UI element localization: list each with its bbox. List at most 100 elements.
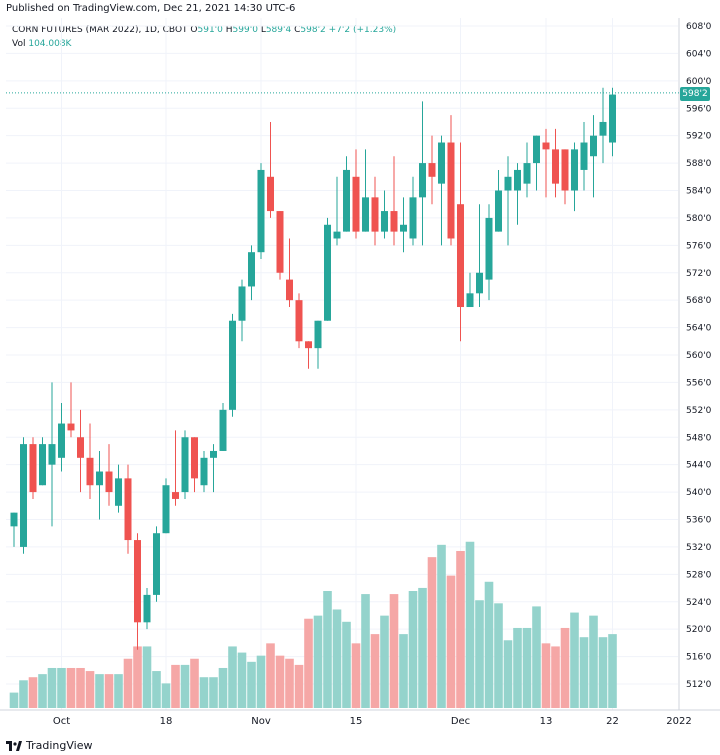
volume-bar [313, 615, 323, 708]
volume-bar [389, 594, 399, 708]
y-tick-label: 564'0 [686, 324, 712, 334]
candle-body [10, 512, 18, 527]
y-tick-label: 516'0 [686, 653, 712, 663]
volume-bar [503, 640, 513, 708]
y-tick-label: 540'0 [686, 488, 712, 498]
volume-bar [9, 692, 19, 708]
candle-body [210, 450, 217, 458]
candle-body [542, 142, 550, 150]
volume-bar [513, 627, 522, 708]
candle-body [191, 437, 198, 479]
y-tick-label: 596'0 [686, 104, 712, 114]
volume-bar [161, 683, 171, 708]
candle-body [580, 142, 588, 170]
legend-high: 599'0 [232, 25, 258, 35]
volume-bar [608, 634, 617, 708]
candle-body [390, 211, 398, 232]
y-tick-label: 528'0 [686, 570, 712, 580]
candle-body [295, 300, 303, 342]
candle-body [29, 444, 37, 493]
candle-body [371, 197, 379, 232]
x-tick-label: 18 [160, 716, 173, 727]
volume-bar [484, 581, 494, 708]
candle-body [447, 142, 455, 239]
volume-bar [28, 677, 38, 708]
volume-bar [256, 655, 266, 708]
candle-body [172, 492, 179, 499]
volume-bar [408, 591, 418, 708]
candle-body [457, 204, 464, 308]
volume-bar [532, 606, 541, 708]
candle-body [523, 163, 531, 184]
candle-body [143, 594, 151, 623]
x-tick-label: 22 [606, 716, 619, 727]
volume-bar [304, 618, 313, 708]
candle-body [552, 149, 559, 184]
volume-bar [399, 634, 408, 708]
volume-bar [351, 643, 361, 708]
volume-bar [57, 667, 66, 708]
x-tick-label: 2022 [666, 716, 691, 727]
legend-symbol: CORN FUTURES (MAR 2022), 1D, CBOT [12, 25, 188, 35]
candle-body [115, 478, 122, 506]
volume-bar [104, 674, 114, 708]
candle-body [333, 231, 341, 239]
volume-bar [285, 658, 294, 708]
volume-bar [370, 634, 380, 708]
volume-bar [275, 655, 285, 708]
volume-bar [475, 600, 484, 708]
y-tick-label: 584'0 [686, 187, 712, 197]
x-tick-label: Oct [53, 716, 70, 727]
candle-body [200, 457, 208, 486]
volume-bar [19, 680, 28, 708]
y-tick-label: 544'0 [686, 461, 712, 471]
volume-bar [598, 637, 608, 708]
candle-body [181, 437, 189, 493]
candle-body [324, 224, 331, 321]
candle-body [419, 163, 426, 198]
candle-body [39, 444, 46, 486]
candle-body [20, 444, 27, 547]
candle-body [58, 423, 65, 458]
volume-bar [560, 627, 570, 708]
volume-bar [114, 674, 123, 708]
chart-legend: CORN FUTURES (MAR 2022), 1D, CBOT O591'0… [12, 23, 396, 51]
volume-bar [142, 646, 152, 708]
volume-bar [47, 667, 57, 708]
tradingview-brand[interactable]: TradingView [6, 739, 92, 752]
legend-close: 598'2 [300, 25, 326, 35]
candle-body [485, 217, 493, 280]
legend-vol-value: 104.008K [28, 39, 72, 49]
y-tick-label: 580'0 [686, 214, 712, 224]
candle-body [257, 169, 265, 253]
volume-bar [494, 603, 503, 708]
volume-bar [541, 643, 551, 708]
legend-open: 591'0 [197, 25, 223, 35]
x-tick-label: 15 [350, 716, 363, 727]
y-tick-label: 600'0 [686, 77, 712, 87]
volume-bar [190, 658, 199, 708]
candle-body [96, 471, 103, 486]
last-price-label: 598'2 [680, 87, 710, 101]
candle-body [77, 437, 84, 458]
y-tick-label: 608'0 [686, 22, 712, 32]
volume-bar [380, 615, 389, 708]
volume-bar [133, 646, 142, 708]
x-tick-label: Dec [451, 716, 470, 727]
candle-body [286, 279, 293, 301]
candle-body [495, 190, 502, 232]
volume-bar [38, 674, 47, 708]
candle-body [105, 471, 113, 493]
candle-body [571, 149, 578, 191]
y-tick-label: 552'0 [686, 406, 712, 416]
volume-bar [551, 646, 560, 708]
candle-body [229, 320, 236, 410]
candle-body [533, 135, 540, 164]
legend-change: +7'2 (+1.23%) [328, 25, 397, 35]
volume-bar [446, 575, 456, 708]
volume-bar [465, 541, 475, 708]
candle-body [561, 149, 569, 191]
candle-body [428, 163, 436, 177]
x-tick-label: 13 [540, 716, 553, 727]
